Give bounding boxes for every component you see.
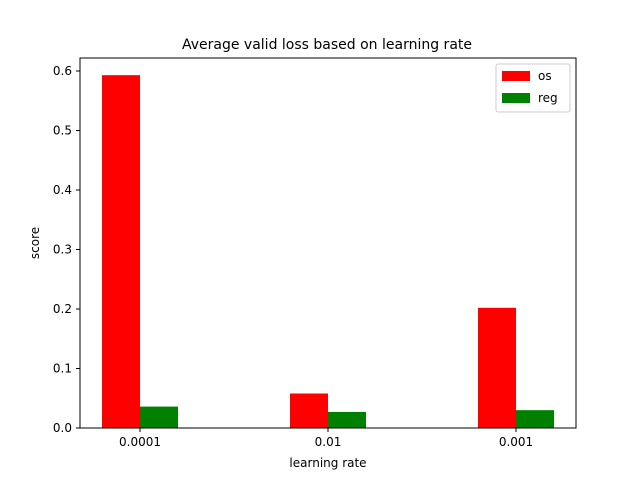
x-tick-label: 0.01 xyxy=(315,435,342,449)
bar-reg-0.0001 xyxy=(140,406,178,428)
y-tick-label: 0.5 xyxy=(53,124,72,138)
legend-swatch-reg xyxy=(502,93,530,103)
y-axis-label: score xyxy=(28,227,42,259)
legend: os reg xyxy=(495,63,571,113)
y-tick-label: 0.3 xyxy=(53,243,72,257)
bar-os-0.001 xyxy=(478,307,516,428)
y-tick-label: 0.6 xyxy=(53,64,72,78)
plot-frame xyxy=(79,57,577,429)
x-tick-label: 0.001 xyxy=(499,435,533,449)
bar-os-0.01 xyxy=(290,393,328,428)
bar-reg-0.001 xyxy=(516,410,554,428)
y-tick-label: 0.1 xyxy=(53,362,72,376)
legend-swatch-os xyxy=(502,71,530,81)
bar-reg-0.01 xyxy=(328,411,366,428)
y-tick-label: 0.2 xyxy=(53,302,72,316)
legend-label-reg: reg xyxy=(538,91,558,105)
y-tick-label: 0.4 xyxy=(53,183,72,197)
chart-title: Average valid loss based on learning rat… xyxy=(182,37,472,53)
x-tick-label: 0.0001 xyxy=(119,435,161,449)
bar-os-0.0001 xyxy=(102,75,140,428)
y-tick-label: 0.0 xyxy=(53,421,72,435)
legend-label-os: os xyxy=(538,69,552,83)
x-axis-label: learning rate xyxy=(289,456,366,470)
